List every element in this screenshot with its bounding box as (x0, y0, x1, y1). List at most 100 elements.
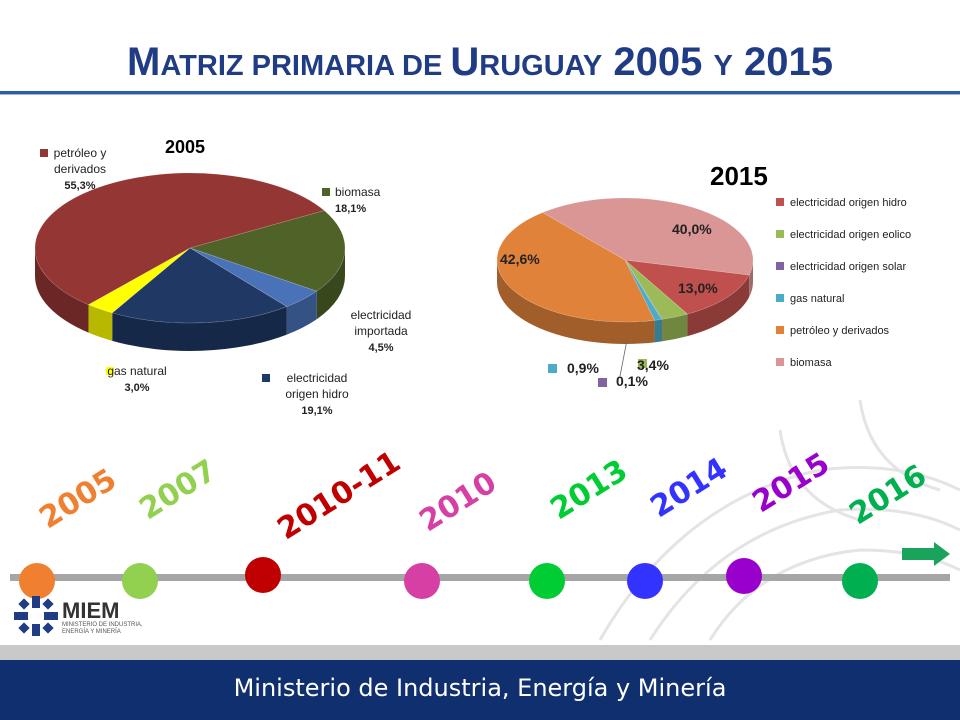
pie-side-0 (316, 248, 345, 320)
leader-line (619, 339, 628, 377)
data-label-marker (638, 359, 647, 368)
title-part: 2005 (602, 40, 714, 84)
timeline-year-label[interactable]: 2010 (413, 465, 503, 539)
pie-tops (496, 197, 754, 323)
pie-slice-0-2 (111, 247, 288, 324)
slice-value: 55,3% (64, 180, 95, 192)
pie-sides (34, 248, 345, 351)
legend-entry: gas natural (790, 293, 844, 305)
title-part: 2015 (732, 40, 833, 84)
slice-label: biomasa (335, 185, 381, 199)
pie-side-2 (661, 319, 663, 342)
chart-2005: 2005 petróleo y derivados 55,3% biomasa 18,1%… (34, 137, 412, 417)
title-part: ATRIZ PRIMARIA DE (160, 50, 451, 82)
pie-slice-0-3 (87, 247, 191, 314)
slice-value: 19,1% (301, 405, 332, 417)
slice-value: 3,0% (124, 382, 149, 394)
pie-side-2 (112, 306, 287, 351)
legend-marker (776, 326, 784, 334)
slide-title: MATRIZ PRIMARIA DE URUGUAY 2005 Y 2015 (0, 40, 960, 85)
slice-value: 18,1% (335, 203, 366, 215)
slice-label: gas natural (107, 364, 166, 378)
title-part: Y (713, 50, 733, 82)
legend-marker (776, 262, 784, 270)
slice-value: 3,4% (637, 357, 669, 373)
pie-side-5 (749, 260, 753, 297)
pie-slice-1-2 (624, 259, 663, 320)
logo-text: MIEM (62, 598, 120, 623)
timeline-year-label[interactable]: 2005 (33, 462, 123, 536)
legend-marker (776, 358, 784, 366)
pie-side-1 (286, 291, 317, 335)
slice-value: 4,5% (368, 342, 393, 354)
slice-value: 40,0% (672, 221, 712, 237)
timeline-dot-2014[interactable] (627, 563, 663, 599)
legend-marker (262, 374, 270, 382)
timeline-dot-2013[interactable] (529, 563, 565, 599)
slice-value: 42,6% (500, 251, 540, 267)
logo-subtitle: MINISTERIO DE INDUSTRIA, ENERGÍA Y MINER… (62, 622, 143, 635)
timeline-dot-2015[interactable] (726, 558, 762, 594)
timeline-dot-2010[interactable] (404, 563, 440, 599)
timeline-dot-2010-11[interactable] (245, 557, 281, 593)
chart-2015: 2015 13,0% 3,4%0,1% 0,9% 42,6% 40,0% electrici… (496, 161, 911, 389)
data-label-marker (598, 378, 607, 387)
slice-label: importada (354, 324, 408, 338)
legend-entry: electricidad origen hidro (790, 197, 907, 209)
footer-band (0, 645, 960, 660)
title-part: U (450, 40, 480, 84)
pie-slice-1-4 (496, 212, 656, 323)
slice-label: electricidad (351, 308, 412, 322)
legend-marker (776, 198, 784, 206)
slice-value: 13,0% (678, 280, 718, 296)
title-rule (0, 91, 960, 94)
slice-label: derivados (54, 162, 106, 176)
legend-marker (106, 367, 114, 375)
slice-value: 0,1% (616, 373, 648, 389)
pie-side-4 (497, 260, 655, 344)
pie-tops (34, 172, 346, 324)
chart-title: 2005 (165, 137, 205, 157)
title-part: RUGUAY (479, 50, 603, 82)
chart-title: 2015 (710, 161, 768, 191)
legend-entry: biomasa (790, 357, 832, 369)
timeline-year-label[interactable]: 2010-11 (271, 444, 407, 547)
timeline-year-label[interactable]: 2007 (133, 453, 223, 527)
pie-side-4 (34, 248, 89, 333)
title-part: M (127, 40, 161, 84)
slice-label: petróleo y (54, 146, 107, 160)
pie-slice-1-3 (624, 259, 663, 321)
slice-label: origen hidro (285, 387, 349, 401)
pie-sides (497, 260, 753, 344)
data-label-marker (548, 364, 557, 373)
pie-slice-1-5 (542, 197, 754, 276)
pie-side-3 (88, 304, 113, 341)
slice-label: electricidad (287, 371, 348, 385)
footer-bar: Ministerio de Industria, Energía y Miner… (0, 660, 960, 720)
next-arrow-icon[interactable] (902, 542, 952, 566)
background-pattern (598, 399, 960, 641)
footer-text: Ministerio de Industria, Energía y Miner… (233, 674, 727, 702)
legend-marker (322, 188, 330, 196)
pie-side-1 (662, 314, 688, 342)
title-rule-light (0, 94, 960, 95)
legend-entry: electricidad origen eolico (790, 229, 911, 241)
legend-marker (40, 149, 48, 157)
legend-entry: petróleo y derivados (790, 325, 890, 337)
timeline-dot-2007[interactable] (122, 563, 158, 599)
legend-marker (776, 230, 784, 238)
pie-side-0 (687, 274, 750, 337)
timeline-line (10, 574, 950, 581)
slice-value: 0,9% (567, 360, 599, 376)
pie-slice-0-1 (189, 247, 318, 307)
legend-marker (776, 294, 784, 302)
pie-slice-1-0 (624, 259, 750, 315)
timeline-dot-2016[interactable] (842, 563, 878, 599)
legend-entry: electricidad origen solar (790, 261, 907, 273)
pie-slice-0-4 (34, 172, 325, 306)
pie-slice-1-1 (624, 259, 689, 320)
miem-logo-icon (14, 596, 58, 636)
pie-slice-0-0 (188, 210, 346, 292)
pie-side-3 (654, 319, 662, 343)
timeline-dot-2005[interactable] (19, 563, 55, 599)
